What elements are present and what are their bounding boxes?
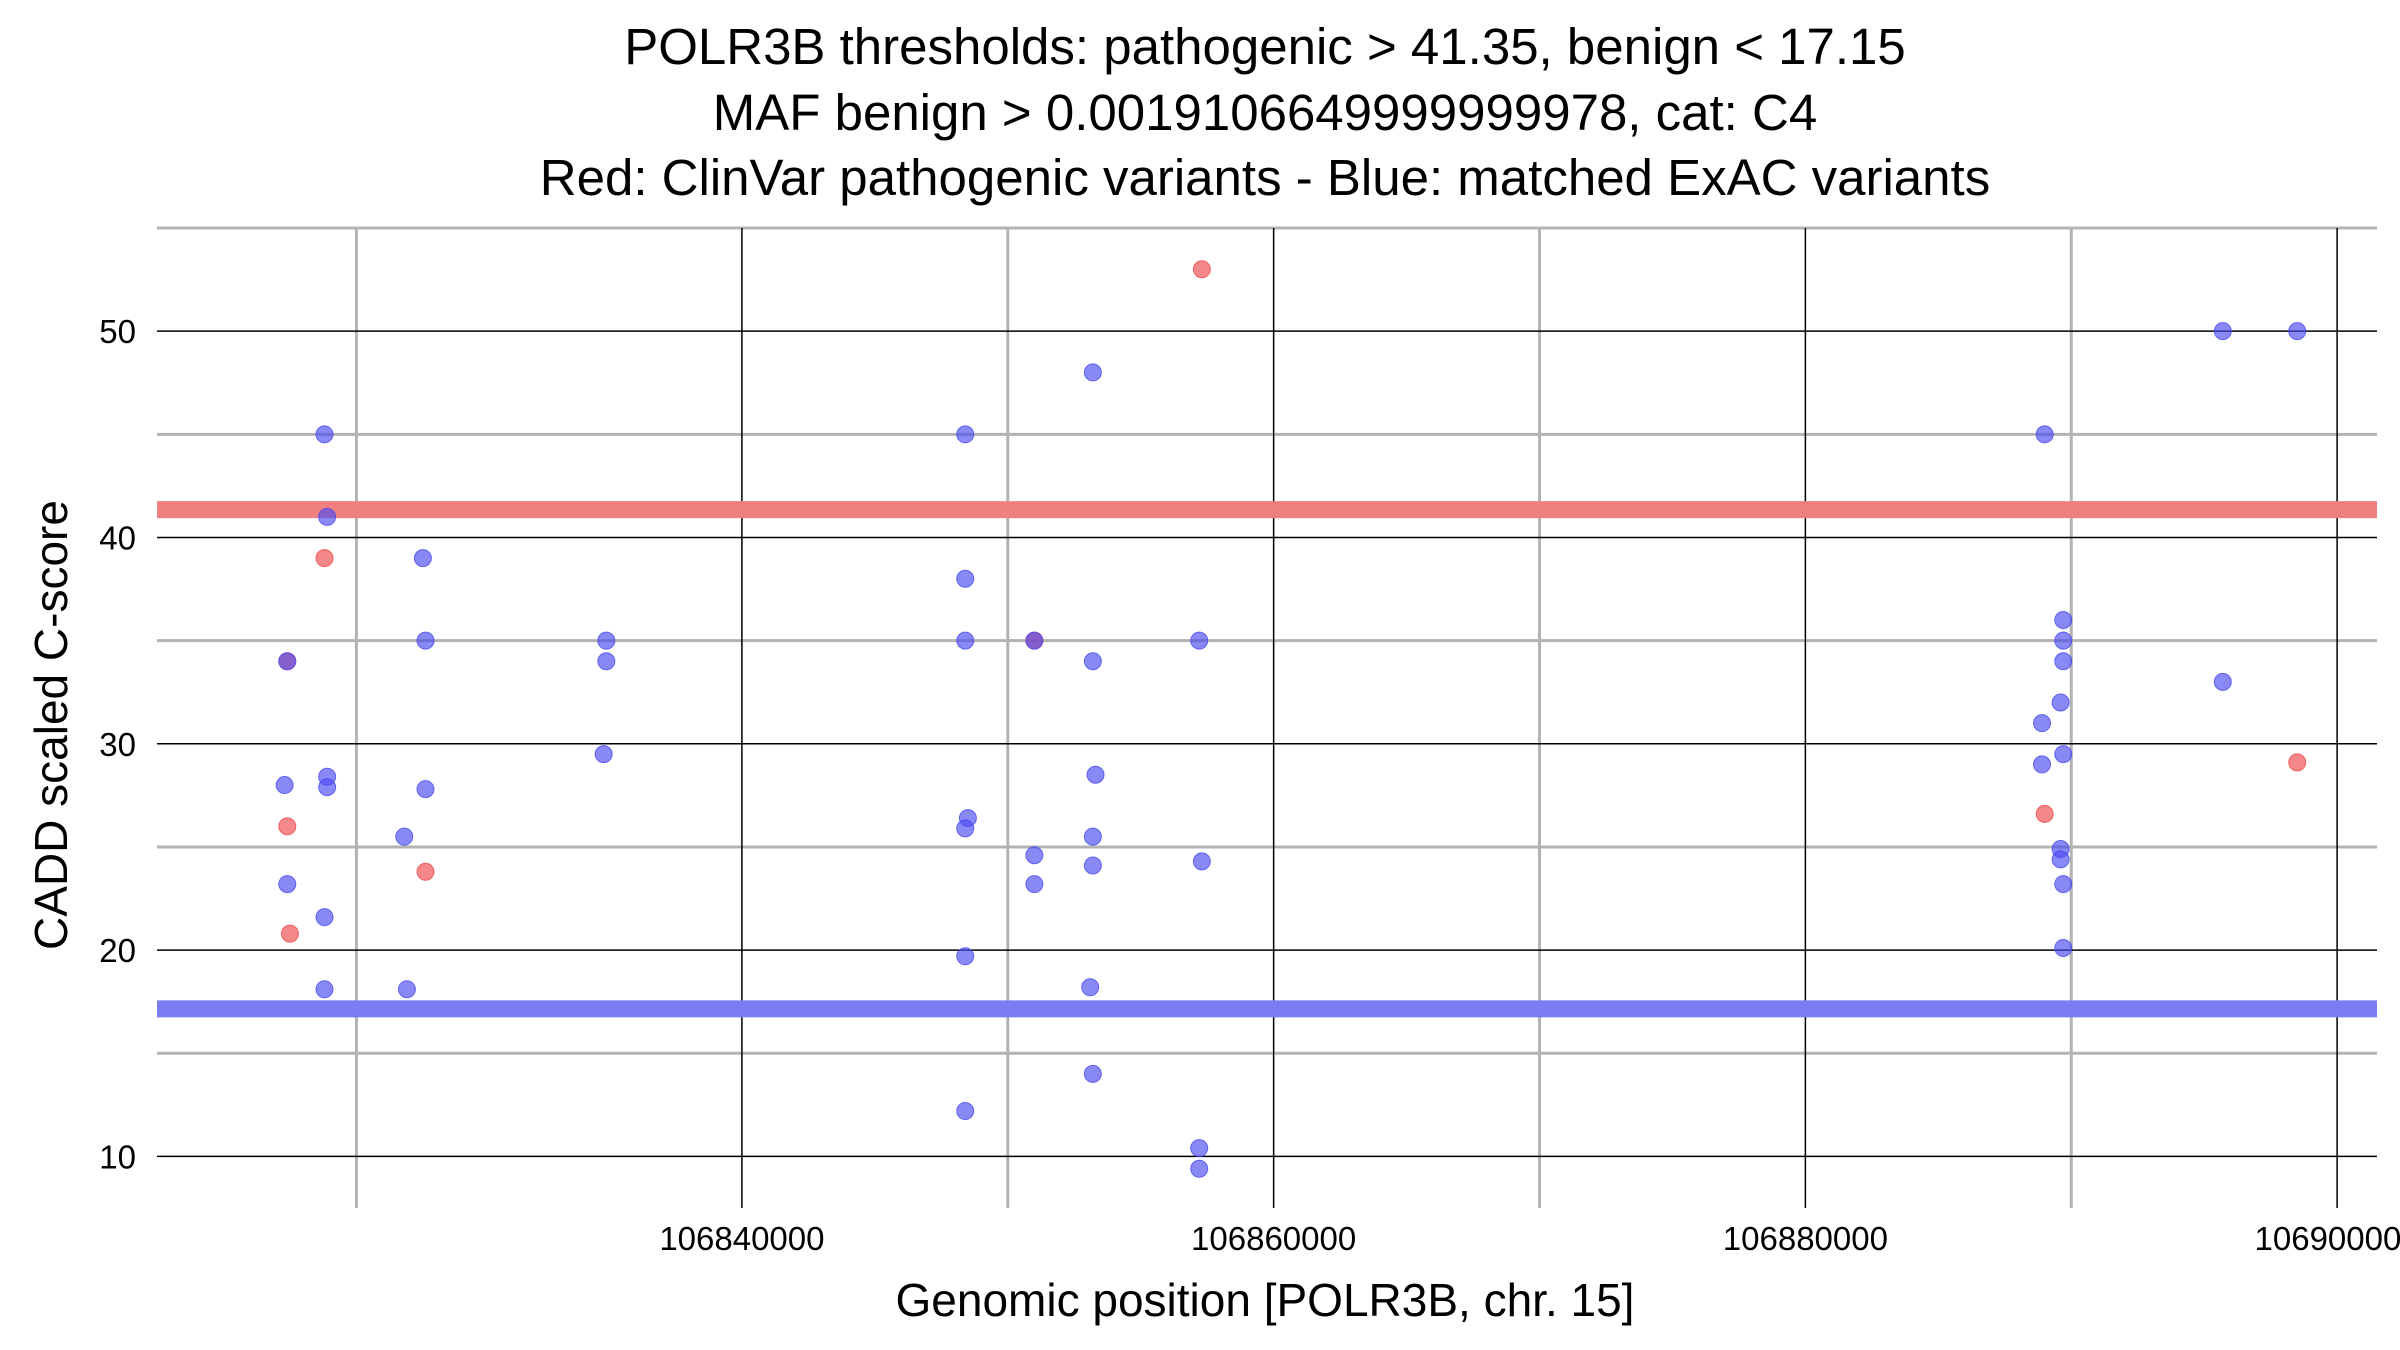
- exac-matched-point: [2054, 745, 2073, 764]
- clinvar-pathogenic-point: [280, 924, 299, 943]
- exac-matched-point: [956, 569, 975, 588]
- exac-matched-point: [1083, 856, 1102, 875]
- clinvar-pathogenic-point: [2288, 753, 2307, 772]
- y-tick-label: 40: [99, 519, 136, 556]
- exac-matched-point: [2051, 693, 2070, 712]
- exac-matched-point: [1190, 631, 1209, 650]
- exac-matched-point: [956, 947, 975, 966]
- exac-matched-point: [2054, 939, 2073, 958]
- threshold-lines: [157, 501, 2377, 1018]
- exac-matched-point: [1025, 875, 1044, 894]
- exac-matched-point: [2051, 850, 2070, 869]
- x-tick-label: 106900000: [2255, 1220, 2400, 1257]
- exac-matched-point: [318, 778, 337, 797]
- exac-matched-point: [318, 507, 337, 526]
- exac-matched-point: [2054, 631, 2073, 650]
- data-points: [275, 260, 2307, 1178]
- clinvar-pathogenic-point: [2035, 804, 2054, 823]
- y-tick-label: 30: [99, 726, 136, 763]
- exac-matched-point: [1190, 1139, 1209, 1158]
- exac-matched-point: [315, 980, 334, 999]
- exac-matched-point: [2054, 875, 2073, 894]
- exac-matched-point: [1083, 652, 1102, 671]
- exac-matched-point: [1190, 1159, 1209, 1178]
- exac-matched-point: [278, 875, 297, 894]
- x-tick-label: 106880000: [1723, 1220, 1888, 1257]
- exac-matched-point: [395, 827, 414, 846]
- exac-matched-point: [956, 631, 975, 650]
- exac-matched-point: [1192, 852, 1211, 871]
- y-axis-tick-labels: 10 20 30 40 50: [99, 313, 136, 1175]
- exac-matched-point: [2035, 425, 2054, 444]
- exac-matched-point: [2054, 611, 2073, 629]
- title-line-3: Red: ClinVar pathogenic variants - Blue:…: [540, 149, 1990, 206]
- exac-matched-point: [315, 908, 334, 927]
- exac-matched-point: [397, 980, 416, 999]
- exac-matched-point: [1086, 765, 1105, 784]
- clinvar-pathogenic-point: [1192, 260, 1211, 279]
- exac-matched-point: [1083, 1064, 1102, 1083]
- y-tick-label: 20: [99, 932, 136, 969]
- x-tick-label: 106860000: [1191, 1220, 1356, 1257]
- exac-matched-point: [1083, 363, 1102, 382]
- exac-matched-point: [413, 549, 432, 568]
- exac-matched-point: [956, 425, 975, 444]
- exac-matched-point: [315, 425, 334, 444]
- exac-matched-point: [1083, 827, 1102, 846]
- x-tick-label: 106840000: [659, 1220, 824, 1257]
- exac-matched-point: [2213, 672, 2232, 691]
- exac-matched-point: [1081, 978, 1100, 997]
- exac-matched-point: [2054, 652, 2073, 671]
- x-axis-title: Genomic position [POLR3B, chr. 15]: [896, 1274, 1635, 1326]
- clinvar-pathogenic-point: [315, 549, 334, 568]
- exac-matched-point: [2213, 322, 2232, 341]
- exac-matched-point: [275, 776, 294, 795]
- clinvar-pathogenic-point: [416, 862, 435, 881]
- chart-title: POLR3B thresholds: pathogenic > 41.35, b…: [540, 18, 1990, 206]
- exac-matched-point: [594, 745, 613, 764]
- y-tick-label: 50: [99, 313, 136, 350]
- y-axis-title: CADD scaled C-score: [25, 500, 77, 950]
- exac-matched-point: [2033, 755, 2052, 774]
- title-line-1: POLR3B thresholds: pathogenic > 41.35, b…: [624, 18, 1906, 75]
- exac-matched-point: [1025, 846, 1044, 865]
- exac-matched-point: [278, 652, 297, 671]
- exac-matched-point: [956, 819, 975, 838]
- exac-matched-point: [2033, 714, 2052, 733]
- exac-matched-point: [597, 652, 616, 671]
- exac-matched-point: [416, 780, 435, 799]
- major-gridlines: [157, 228, 2377, 1208]
- exac-matched-point: [2288, 322, 2307, 341]
- exac-matched-point: [1025, 631, 1044, 650]
- x-axis-tick-labels: 106840000 106860000 106880000 106900000: [659, 1220, 2400, 1257]
- minor-gridlines: [157, 226, 2377, 1208]
- exac-matched-point: [597, 631, 616, 650]
- title-line-2: MAF benign > 0.0019106649999999978, cat:…: [713, 84, 1817, 141]
- clinvar-pathogenic-point: [278, 817, 297, 836]
- exac-matched-point: [416, 631, 435, 650]
- y-tick-label: 10: [99, 1138, 136, 1175]
- exac-matched-point: [956, 1102, 975, 1121]
